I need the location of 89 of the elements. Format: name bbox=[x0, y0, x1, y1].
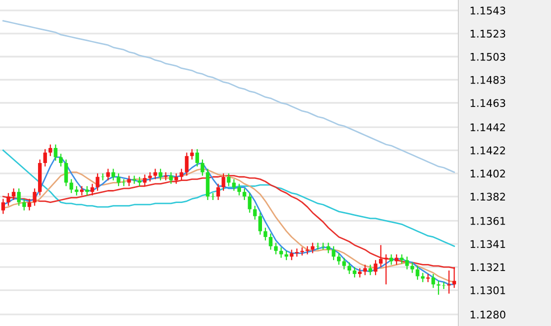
candlestick bbox=[142, 174, 147, 187]
candlestick bbox=[253, 205, 257, 220]
candlestick bbox=[153, 168, 158, 180]
candlestick bbox=[290, 249, 294, 261]
candlestick bbox=[106, 168, 110, 181]
candlestick bbox=[148, 172, 152, 182]
candlestick bbox=[184, 152, 189, 176]
candlestick bbox=[164, 172, 168, 181]
candlestick bbox=[358, 268, 362, 278]
candlestick bbox=[363, 264, 367, 276]
y-tick-label: 1.1523 bbox=[470, 30, 506, 38]
candlestick bbox=[237, 183, 242, 196]
y-tick-label: 1.1463 bbox=[470, 99, 506, 107]
y-tick-label: 1.1503 bbox=[470, 52, 506, 61]
candlestick bbox=[59, 153, 63, 168]
line-series bbox=[2, 20, 455, 173]
y-tick-label: 1.1361 bbox=[470, 217, 506, 225]
candlestick bbox=[258, 212, 262, 236]
candlestick bbox=[232, 178, 236, 192]
candlestick bbox=[6, 192, 10, 206]
y-tick-label: 1.1341 bbox=[470, 240, 506, 248]
candlestick bbox=[374, 260, 378, 276]
y-tick-label: 1.1301 bbox=[470, 286, 506, 294]
candlestick bbox=[332, 246, 336, 261]
candlestick bbox=[74, 186, 78, 196]
candlestick bbox=[158, 168, 162, 181]
candlestick bbox=[54, 144, 58, 162]
candlestick bbox=[28, 198, 32, 211]
candlestick bbox=[48, 144, 52, 157]
candlestick bbox=[22, 198, 26, 211]
candlestick bbox=[352, 266, 356, 278]
candlestick bbox=[248, 192, 252, 214]
candlestick bbox=[132, 175, 136, 184]
candlestick bbox=[116, 172, 120, 187]
candlestick bbox=[268, 232, 272, 250]
candlestick bbox=[431, 273, 436, 288]
candlestick bbox=[111, 168, 116, 181]
candlestick bbox=[43, 148, 47, 168]
y-tick-label: 1.1442 bbox=[470, 123, 505, 132]
candlestick bbox=[384, 254, 388, 285]
candlestick bbox=[337, 252, 341, 266]
candlestick bbox=[416, 265, 420, 280]
candlestick bbox=[200, 158, 204, 176]
candlestick bbox=[436, 280, 440, 296]
candlestick bbox=[310, 242, 314, 254]
candlestick bbox=[394, 254, 398, 266]
candlestick bbox=[17, 188, 21, 206]
y-tick-label: 1.1543 bbox=[470, 6, 506, 15]
candlestick bbox=[242, 188, 246, 201]
candlestick bbox=[96, 172, 100, 192]
candlestick bbox=[80, 186, 84, 196]
candlestick bbox=[1, 198, 5, 214]
line-series bbox=[2, 150, 455, 247]
candlestick bbox=[410, 262, 414, 274]
line-series bbox=[2, 175, 455, 269]
candlestick bbox=[447, 270, 451, 294]
candlestick bbox=[264, 227, 268, 242]
y-tick-label: 1.1321 bbox=[470, 263, 506, 272]
candlestick bbox=[64, 158, 68, 187]
candlestick bbox=[70, 178, 74, 194]
candlestick bbox=[222, 172, 226, 192]
candlestick bbox=[127, 175, 131, 187]
candlestick bbox=[378, 244, 383, 268]
candlestick bbox=[90, 183, 94, 196]
y-tick-label: 1.1422 bbox=[470, 146, 505, 154]
candlestick bbox=[138, 176, 142, 187]
candlestick bbox=[452, 266, 456, 288]
candlestick bbox=[169, 172, 173, 184]
candlestick bbox=[342, 257, 346, 270]
candlestick bbox=[32, 188, 36, 206]
y-tick-label: 1.1382 bbox=[470, 192, 505, 201]
candlestick bbox=[12, 188, 16, 201]
candlestick bbox=[122, 178, 126, 187]
candlestick bbox=[389, 254, 394, 266]
candlestick bbox=[274, 242, 278, 255]
candlestick bbox=[279, 246, 283, 258]
candlestick bbox=[85, 186, 89, 196]
candlestick bbox=[180, 168, 184, 181]
candlestick bbox=[347, 262, 352, 275]
candlestick bbox=[216, 183, 220, 201]
candlestick bbox=[405, 256, 409, 270]
y-tick-label: 1.1483 bbox=[470, 76, 506, 84]
candlestick bbox=[174, 172, 178, 184]
candlestick bbox=[368, 264, 372, 276]
y-tick-label: 1.1402 bbox=[470, 170, 505, 178]
candlestick bbox=[190, 148, 194, 160]
y-tick-label: 1.1280 bbox=[470, 310, 506, 319]
candlestick bbox=[195, 148, 200, 168]
candlestick bbox=[226, 172, 231, 187]
